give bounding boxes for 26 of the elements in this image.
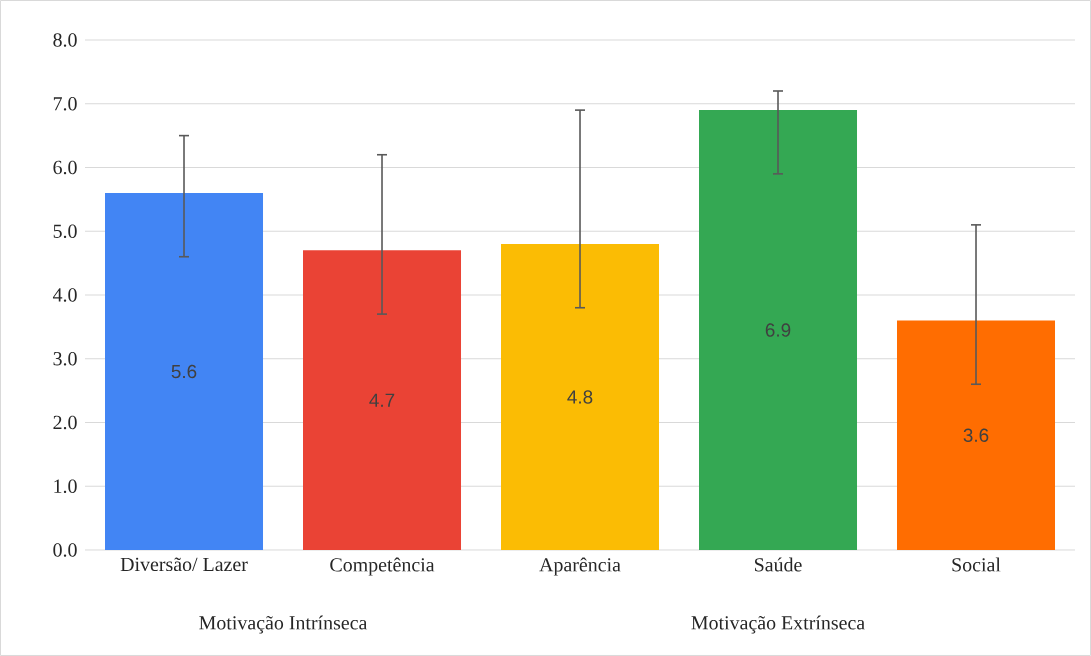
bar (501, 243, 660, 550)
x-tick-label: Competência (330, 557, 435, 576)
data-label: 5.6 (171, 364, 197, 379)
data-label: 4.7 (369, 393, 395, 407)
x-tick-label: Social (952, 557, 1001, 572)
y-tick-label: 2.0 (53, 415, 77, 430)
data-label: 3.6 (963, 428, 989, 442)
y-tick-label: 0.0 (53, 543, 77, 557)
data-label: 4.8 (567, 390, 593, 404)
bar (699, 110, 858, 550)
bar (897, 320, 1056, 550)
y-tick-label: 6.0 (53, 160, 77, 175)
x-tick-label: Saúde (754, 557, 802, 572)
y-tick-label: 5.0 (53, 224, 77, 239)
text: Motivação Extrínseca (691, 615, 865, 634)
y-tick-label: 1.0 (54, 479, 77, 493)
bar (303, 250, 462, 550)
bar (105, 192, 264, 550)
x-tick-label: Diversão/ Lazer (120, 557, 248, 572)
x-tick-label: Aparência (539, 557, 621, 576)
y-tick-label: 3.0 (53, 351, 77, 366)
text: Motivação Intrínseca (199, 615, 368, 634)
y-tick-label: 4.0 (52, 288, 77, 302)
data-label: 6.9 (765, 323, 791, 337)
y-tick-label: 8.0 (53, 33, 77, 47)
y-tick-label: 7.0 (53, 96, 77, 111)
